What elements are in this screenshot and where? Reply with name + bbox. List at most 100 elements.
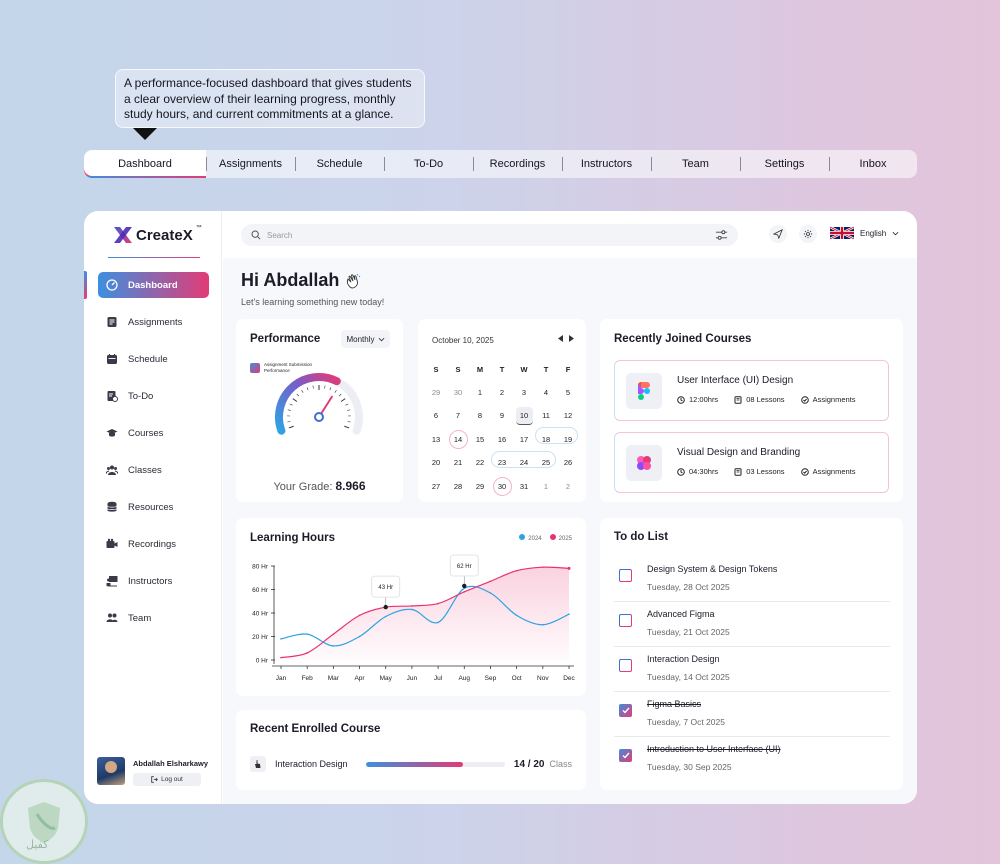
calendar-day[interactable]: 23	[491, 452, 513, 474]
logout-button[interactable]: Log out	[133, 773, 201, 786]
course-progress-count: 14 / 20	[513, 758, 545, 770]
gauge-tick	[296, 393, 300, 397]
filter-icon[interactable]	[715, 229, 728, 241]
sidebar-item-assignments[interactable]: Assignments	[98, 309, 209, 335]
todo-item[interactable]: Design System & Design Tokens Tuesday, 28…	[614, 557, 890, 602]
series-2025-point	[567, 566, 571, 570]
sidebar-item-label: Team	[128, 612, 152, 624]
calendar-day[interactable]: 12	[557, 405, 579, 427]
send-button[interactable]	[769, 225, 787, 243]
series-2025-point	[489, 580, 492, 583]
tab-inbox[interactable]: Inbox	[829, 150, 917, 178]
calendar-day[interactable]: 5	[557, 381, 579, 403]
sidebar-item-courses[interactable]: Courses	[98, 420, 209, 446]
tab-label: Settings	[764, 158, 805, 170]
todo-checkbox[interactable]	[619, 704, 632, 717]
todo-item[interactable]: Interaction Design Tuesday, 14 Oct 2025	[614, 647, 890, 692]
calendar-day[interactable]: 20	[425, 452, 447, 474]
todo-item[interactable]: Advanced Figma Tuesday, 21 Oct 2025	[614, 602, 890, 647]
calendar-day[interactable]: 10	[513, 405, 535, 427]
x-tick-label: Jan	[276, 675, 287, 682]
calendar-day[interactable]: 21	[447, 452, 469, 474]
todo-item[interactable]: Figma Basics Tuesday, 7 Oct 2025	[614, 692, 890, 737]
calendar-day[interactable]: 27	[425, 475, 447, 497]
calendar-day[interactable]: 3	[513, 381, 535, 403]
day-number: 28	[453, 481, 463, 491]
calendar-day[interactable]: 4	[535, 381, 557, 403]
calendar-day[interactable]: 29	[469, 475, 491, 497]
calendar-day[interactable]: 13	[425, 428, 447, 450]
sidebar-item-instructors[interactable]: Instructors	[98, 568, 209, 594]
series-2024-point	[568, 613, 570, 615]
day-number: 10	[519, 411, 529, 421]
sidebar-item-recordings[interactable]: Recordings	[98, 531, 209, 557]
tab-instructors[interactable]: Instructors	[562, 150, 651, 178]
calendar-day[interactable]: 7	[447, 405, 469, 427]
calendar-day[interactable]: 8	[469, 405, 491, 427]
course-card[interactable]: User Interface (UI) Design 12:00hrs 08 Les…	[614, 360, 889, 421]
tab-to-do[interactable]: To-Do	[384, 150, 473, 178]
todo-name: Design System & Design Tokens	[647, 564, 778, 574]
calendar-day[interactable]: 17	[513, 428, 535, 450]
tab-recordings[interactable]: Recordings	[473, 150, 562, 178]
tab-settings[interactable]: Settings	[740, 150, 829, 178]
todo-checkbox[interactable]	[619, 614, 632, 627]
todo-card: To do List Design System & Design Tokens…	[600, 518, 903, 790]
calendar-day[interactable]: 26	[557, 452, 579, 474]
calendar-day[interactable]: 22	[469, 452, 491, 474]
avatar[interactable]	[97, 757, 125, 785]
calendar-day[interactable]: 6	[425, 405, 447, 427]
calendar-day[interactable]: 19	[557, 428, 579, 450]
calendar-day[interactable]: 14	[447, 428, 469, 450]
day-number: 5	[565, 388, 571, 398]
language-selector[interactable]: English	[830, 226, 899, 240]
calendar-day[interactable]: 1	[469, 381, 491, 403]
calendar-day[interactable]: 30	[447, 381, 469, 403]
sidebar-item-to-do[interactable]: To-Do	[98, 383, 209, 409]
todo-checkbox[interactable]	[619, 659, 632, 672]
enrolled-course-card: Recent Enrolled Course Interaction Desig…	[236, 710, 586, 790]
day-number: 7	[455, 411, 461, 421]
enrolled-course-row[interactable]: Interaction Design 14 / 20 Class	[250, 756, 572, 772]
sidebar-item-resources[interactable]: Resources	[98, 494, 209, 520]
sidebar-item-dashboard[interactable]: Dashboard	[98, 272, 209, 298]
calendar-day[interactable]: 16	[491, 428, 513, 450]
calendar-day[interactable]: 29	[425, 381, 447, 403]
calendar-day[interactable]: 30	[491, 475, 513, 497]
calendar-day[interactable]: 15	[469, 428, 491, 450]
todo-item[interactable]: Introduction to User Interface (UI) Tuesd…	[614, 737, 890, 782]
search-input[interactable]	[267, 230, 709, 240]
calendar-day[interactable]: 1	[535, 475, 557, 497]
course-thumb	[250, 756, 266, 772]
todo-checkbox[interactable]	[619, 569, 632, 582]
tab-assignments[interactable]: Assignments	[206, 150, 295, 178]
next-month-icon[interactable]	[568, 335, 574, 342]
settings-button[interactable]	[799, 225, 817, 243]
calendar-day[interactable]: 9	[491, 405, 513, 427]
course-card[interactable]: Visual Design and Branding 04:30hrs 03 Les…	[614, 432, 889, 493]
sidebar-item-classes[interactable]: Classes	[98, 457, 209, 483]
sidebar-item-label: Assignments	[128, 316, 183, 328]
calendar-day[interactable]: 28	[447, 475, 469, 497]
day-number: 24	[519, 458, 529, 468]
annotation-point	[383, 604, 388, 610]
tab-team[interactable]: Team	[651, 150, 740, 178]
calendar-day[interactable]: 2	[491, 381, 513, 403]
dashboard-icon	[106, 279, 118, 291]
todo-checkbox[interactable]	[619, 749, 632, 762]
sidebar-item-team[interactable]: Team	[98, 605, 209, 631]
calendar-day[interactable]: 18	[535, 428, 557, 450]
todo-date: Tuesday, 7 Oct 2025	[647, 717, 725, 727]
sidebar-item-schedule[interactable]: Schedule	[98, 346, 209, 372]
calendar-day[interactable]: 2	[557, 475, 579, 497]
tab-dashboard[interactable]: Dashboard	[84, 150, 206, 178]
grade-display: Your Grade: 8.966	[236, 479, 403, 493]
calendar-day[interactable]: 11	[535, 405, 557, 427]
calendar-day[interactable]: 25	[535, 452, 557, 474]
tab-schedule[interactable]: Schedule	[295, 150, 384, 178]
prev-month-icon[interactable]	[558, 335, 564, 342]
calendar-day[interactable]: 31	[513, 475, 535, 497]
gauge-tick	[312, 385, 314, 389]
period-dropdown[interactable]: Monthly	[341, 330, 390, 348]
calendar-day[interactable]: 24	[513, 452, 535, 474]
